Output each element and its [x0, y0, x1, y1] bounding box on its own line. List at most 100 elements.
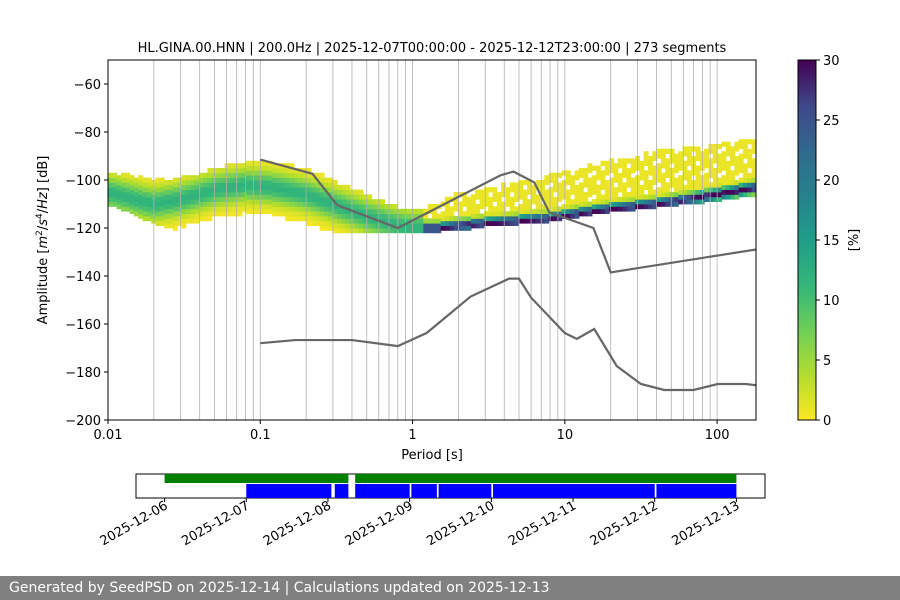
- colorbar-tick-label: 10: [823, 294, 840, 309]
- heatmap-cell: [159, 187, 165, 193]
- heatmap-cell: [712, 196, 718, 202]
- heatmap-cell: [591, 184, 597, 190]
- heatmap-cell: [138, 204, 144, 210]
- heatmap-cell: [444, 220, 450, 226]
- heatmap-cell: [695, 146, 701, 152]
- heatmap-cell: [743, 153, 748, 159]
- heatmap-cell: [328, 196, 334, 202]
- heatmap-cell: [142, 182, 148, 188]
- heatmap-cell: [302, 201, 308, 207]
- heatmap-cell: [673, 158, 679, 164]
- heatmap-cell: [306, 172, 312, 178]
- heatmap-cell: [358, 213, 364, 219]
- heatmap-cell: [708, 182, 714, 188]
- heatmap-cell: [475, 223, 481, 229]
- heatmap-cell: [241, 163, 247, 169]
- heatmap-cell: [648, 189, 653, 195]
- heatmap-cell: [267, 189, 273, 195]
- heatmap-cell: [345, 199, 351, 205]
- heatmap-cell: [600, 160, 606, 166]
- heatmap-cell: [578, 192, 584, 198]
- heatmap-cell: [315, 172, 321, 178]
- heatmap-cell: [505, 196, 511, 202]
- heatmap-cell: [133, 192, 139, 198]
- heatmap-cell: [570, 180, 576, 186]
- heatmap-cell: [155, 182, 161, 188]
- heatmap-cell: [315, 206, 321, 212]
- heatmap-cell: [367, 213, 373, 219]
- heatmap-cell: [306, 187, 312, 193]
- heatmap-cell: [276, 192, 282, 198]
- heatmap-cell: [272, 192, 278, 198]
- heatmap-cell: [453, 196, 459, 202]
- heatmap-cell: [578, 187, 584, 193]
- heatmap-cell: [168, 204, 174, 210]
- heatmap-cell: [453, 216, 459, 222]
- heatmap-cell: [280, 177, 286, 183]
- heatmap-cell: [380, 199, 386, 205]
- heatmap-cell: [298, 172, 303, 178]
- colorbar-gradient: [797, 59, 817, 421]
- heatmap-cell: [535, 208, 541, 214]
- heatmap-cell: [190, 184, 195, 190]
- heatmap-cell: [198, 182, 204, 188]
- heatmap-cell: [198, 172, 204, 178]
- heatmap-cell: [272, 211, 278, 217]
- heatmap-cell: [514, 206, 519, 212]
- heatmap-cell: [522, 180, 528, 186]
- heatmap-cell: [112, 201, 118, 207]
- heatmap-cell: [540, 213, 545, 219]
- heatmap-cell: [358, 194, 364, 200]
- heatmap-cell: [125, 206, 131, 212]
- heatmap-cell: [475, 208, 481, 214]
- heatmap-cell: [475, 218, 481, 224]
- heatmap-cell: [751, 172, 756, 178]
- heatmap-cell: [432, 228, 437, 234]
- heatmap-cell: [164, 194, 170, 200]
- heatmap-cell: [177, 201, 183, 207]
- heatmap-cell: [496, 220, 502, 226]
- heatmap-cell: [708, 158, 714, 164]
- heatmap-cell: [293, 206, 299, 212]
- heatmap-cell: [466, 225, 472, 231]
- heatmap-cell: [453, 206, 459, 212]
- heatmap-cell: [643, 170, 649, 176]
- heatmap-cell: [622, 172, 627, 178]
- heatmap-cell: [570, 213, 576, 219]
- heatmap-cell: [734, 189, 740, 195]
- heatmap-cell: [285, 168, 291, 174]
- heatmap-cell: [181, 218, 187, 224]
- heatmap-cell: [190, 218, 195, 224]
- heatmap-cell: [462, 220, 468, 226]
- heatmap-cell: [712, 192, 718, 198]
- heatmap-cell: [241, 201, 247, 207]
- heatmap-cell: [138, 213, 144, 219]
- heatmap-cell: [164, 199, 170, 205]
- heatmap-cell: [626, 192, 632, 198]
- heatmap-cell: [362, 228, 368, 234]
- heatmap-cell: [228, 177, 234, 183]
- heatmap-cell: [660, 187, 666, 193]
- heatmap-cell: [190, 208, 195, 214]
- heatmap-cell: [479, 199, 485, 205]
- heatmap-cell: [259, 180, 265, 186]
- heatmap-cell: [155, 192, 161, 198]
- heatmap-cell: [596, 175, 602, 181]
- heatmap-cell: [622, 158, 627, 164]
- availability-bar: [355, 474, 737, 483]
- heatmap-cell: [470, 208, 476, 214]
- heatmap-cell: [717, 163, 723, 169]
- heatmap-cell: [665, 158, 671, 164]
- heatmap-cell: [276, 172, 282, 178]
- y-axis-label: Amplitude [m2/s4/Hz] [dB]: [35, 156, 51, 325]
- heatmap-cell: [591, 189, 597, 195]
- heatmap-cell: [224, 192, 230, 198]
- heatmap-cell: [617, 182, 623, 188]
- heatmap-cell: [120, 172, 126, 178]
- heatmap-cell: [388, 204, 394, 210]
- x-tick-label: 100: [705, 428, 730, 443]
- heatmap-cell: [747, 192, 753, 198]
- heatmap-cell: [185, 213, 191, 219]
- heatmap-cell: [548, 192, 554, 198]
- heatmap-cell: [358, 228, 364, 234]
